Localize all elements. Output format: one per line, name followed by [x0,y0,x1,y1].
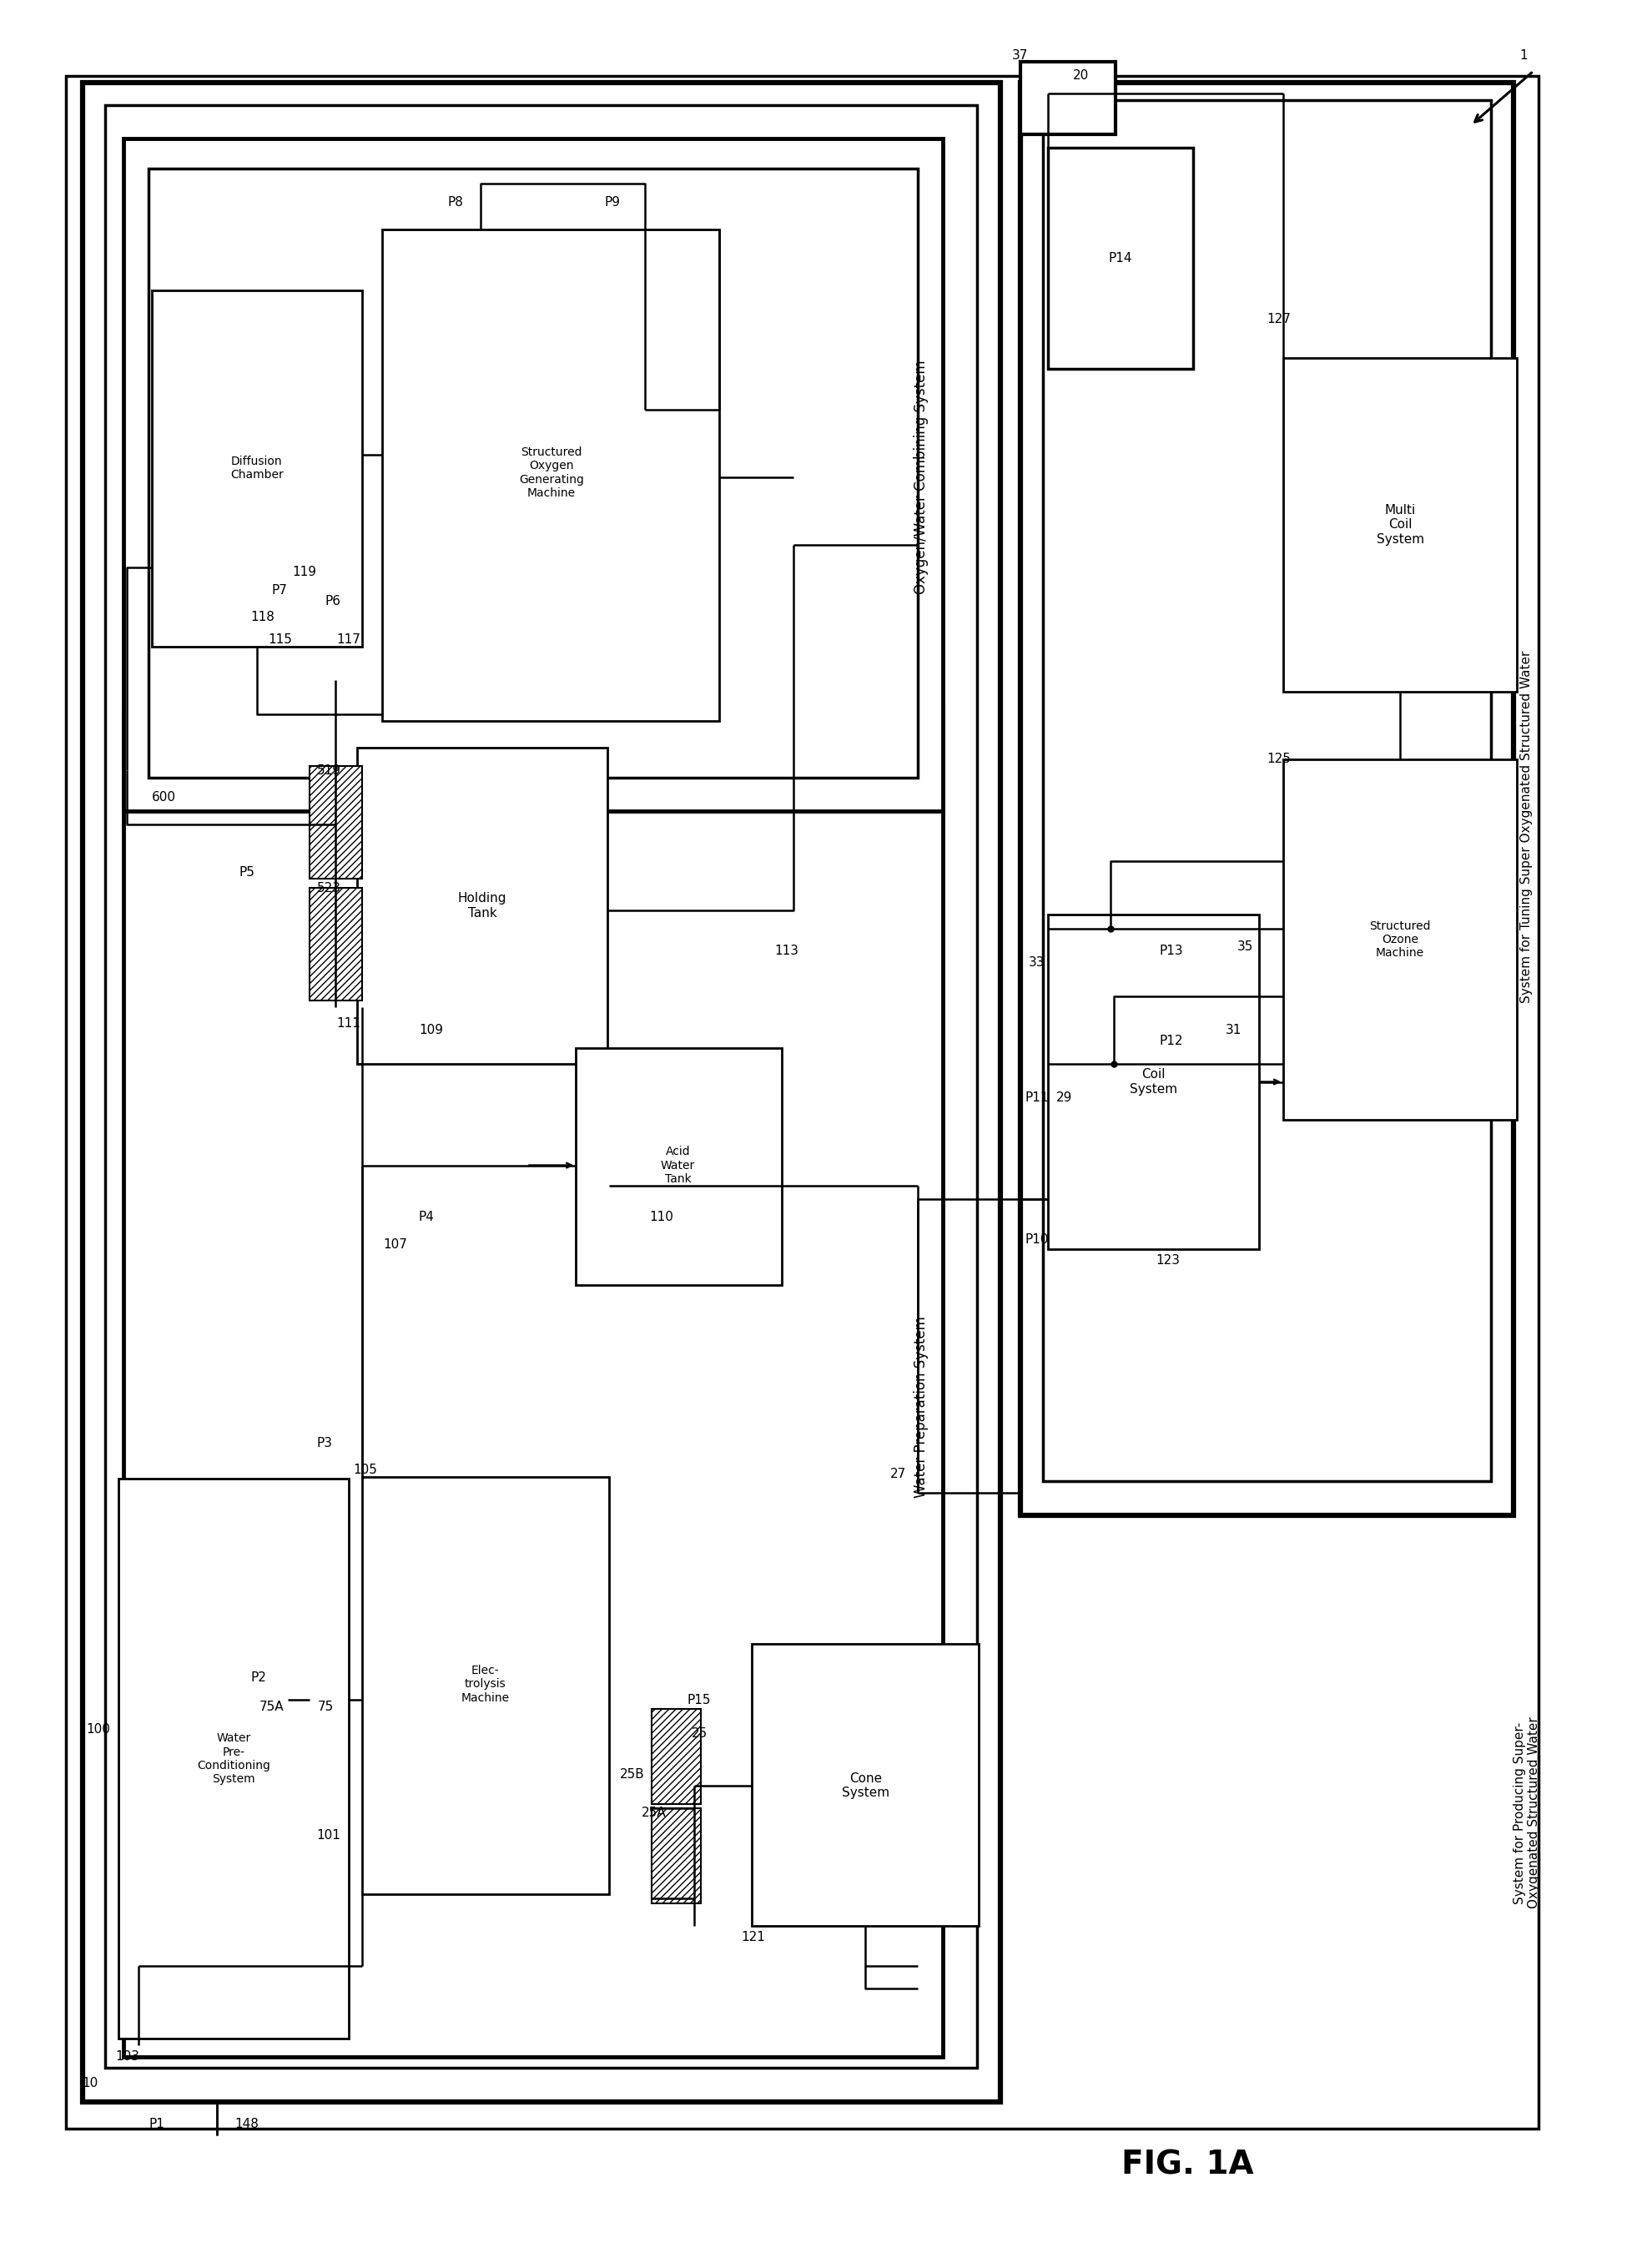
Text: P1: P1 [149,2118,164,2129]
Text: P6: P6 [324,595,340,606]
Bar [651,1808,700,1903]
Text: 148: 148 [235,2118,259,2129]
Text: P3: P3 [316,1437,332,1448]
Text: 115: 115 [268,634,292,645]
Bar [357,749,608,1064]
Text: 1: 1 [1520,50,1528,61]
Text: P7: P7 [273,584,287,597]
Text: 127: 127 [1267,312,1290,326]
Text: 25A: 25A [641,1806,666,1819]
Bar [152,290,362,647]
Bar [1047,147,1193,369]
Text: 107: 107 [383,1238,406,1251]
Text: 519: 519 [317,765,342,776]
Bar [124,138,943,810]
Text: FIG. 1A: FIG. 1A [1122,2150,1254,2182]
Text: 100: 100 [86,1722,111,1736]
Text: System for Tuning Super Oxygenated Structured Water: System for Tuning Super Oxygenated Struc… [1520,652,1533,1003]
Text: Oxygen/Water Combining System: Oxygen/Water Combining System [914,360,928,595]
Text: 105: 105 [354,1464,377,1475]
Text: 121: 121 [742,1930,765,1944]
Text: P4: P4 [418,1211,434,1224]
Bar [382,229,719,722]
Text: P10: P10 [1024,1233,1049,1247]
Text: 25B: 25B [620,1767,644,1781]
Text: 110: 110 [649,1211,674,1224]
Text: 20: 20 [1072,70,1089,81]
Text: Water Preparation System: Water Preparation System [914,1315,928,1498]
Bar [362,1478,610,1894]
Text: 10: 10 [83,2077,99,2089]
Bar [83,81,1001,2102]
Text: System for Producing Super-
Oxygenated Structured Water: System for Producing Super- Oxygenated S… [1513,1718,1540,1908]
Bar [106,104,978,2068]
Bar [119,1480,349,2039]
Text: Structured
Ozone
Machine: Structured Ozone Machine [1370,921,1431,960]
Bar [577,1048,781,1285]
Text: 125: 125 [1267,754,1290,765]
Bar [1042,100,1490,1482]
Text: 35: 35 [1237,939,1254,953]
Text: 25: 25 [691,1727,707,1740]
Text: Structured
Oxygen
Generating
Machine: Structured Oxygen Generating Machine [519,446,583,498]
Text: Elec-
trolysis
Machine: Elec- trolysis Machine [461,1666,510,1704]
Text: 523: 523 [317,883,342,894]
Text: 101: 101 [317,1829,340,1842]
Text: 600: 600 [152,792,175,803]
Text: 27: 27 [890,1469,907,1480]
Text: 111: 111 [337,1016,362,1030]
Text: P15: P15 [687,1693,712,1706]
Bar [309,765,362,878]
Bar [309,887,362,1000]
Text: 123: 123 [1156,1254,1180,1267]
Text: 75: 75 [317,1700,334,1713]
Text: P9: P9 [605,197,620,208]
Bar [149,167,919,776]
Bar [66,75,1538,2129]
Text: P12: P12 [1160,1034,1183,1048]
Text: Cone
System: Cone System [841,1772,889,1799]
Text: P8: P8 [448,197,464,208]
Text: 75A: 75A [259,1700,284,1713]
Text: Multi
Coil
System: Multi Coil System [1376,505,1424,545]
Text: 117: 117 [337,634,362,645]
Text: 103: 103 [116,2050,139,2064]
Text: 119: 119 [292,566,317,579]
Bar [1284,760,1517,1120]
Text: P13: P13 [1160,944,1183,957]
Bar [1021,61,1115,134]
Text: P14: P14 [1108,251,1132,265]
Text: P2: P2 [251,1670,266,1684]
Text: Coil
System: Coil System [1130,1068,1178,1095]
Bar [1021,81,1513,1514]
Text: 33: 33 [1029,955,1044,969]
Text: Diffusion
Chamber: Diffusion Chamber [230,455,284,480]
Text: P5: P5 [240,867,254,878]
Bar [124,708,943,2057]
Bar [752,1643,980,1926]
Text: 29: 29 [1056,1091,1072,1104]
Bar [1284,358,1517,692]
Text: Holding
Tank: Holding Tank [458,892,507,919]
Text: 109: 109 [420,1023,443,1036]
Text: 118: 118 [251,611,274,622]
Text: 37: 37 [1013,50,1028,61]
Bar [1047,914,1259,1249]
Text: 31: 31 [1226,1023,1242,1036]
Text: Water
Pre-
Conditioning
System: Water Pre- Conditioning System [197,1733,271,1786]
Text: P11: P11 [1024,1091,1049,1104]
Text: Acid
Water
Tank: Acid Water Tank [661,1145,695,1186]
Bar [651,1709,700,1804]
Text: 113: 113 [775,944,798,957]
